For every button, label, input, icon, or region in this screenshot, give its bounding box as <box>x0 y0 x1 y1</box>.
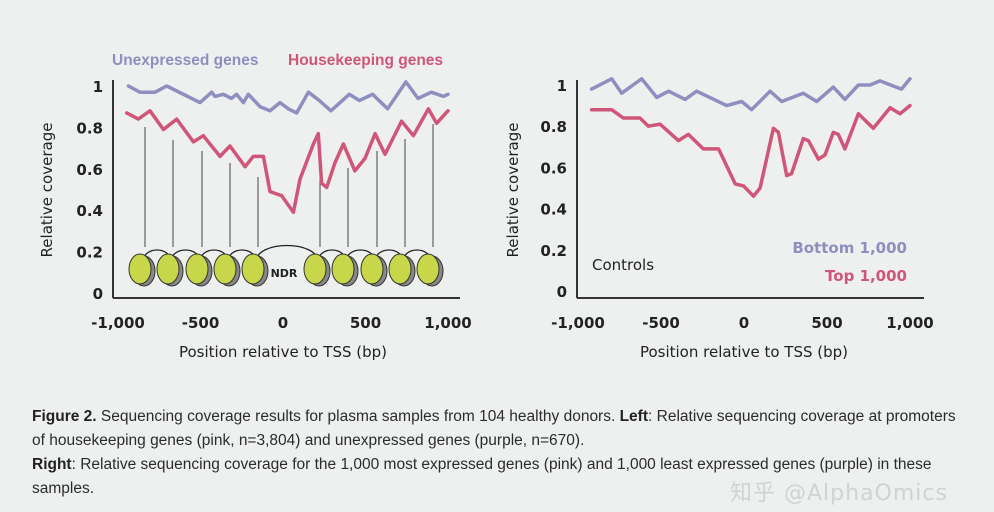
series-line-pink <box>124 107 450 215</box>
controls-label: Controls <box>592 256 654 274</box>
y-tick-label: 0.6 <box>540 159 567 177</box>
nucleosome <box>416 253 440 285</box>
nucleosome <box>128 253 152 285</box>
series-line-purple <box>589 77 912 112</box>
legend-unexpressed-genes: Unexpressed genes <box>112 52 258 69</box>
x-tick-label: 500 <box>350 314 381 332</box>
x-tick-label: 1,000 <box>424 314 471 332</box>
y-axis-label: Relative coverage <box>38 123 56 258</box>
caption-text-2: : Relative sequencing coverage at promot… <box>32 408 956 449</box>
watermark: 知乎 @AlphaOmics <box>730 481 948 506</box>
nucleosome <box>303 253 327 285</box>
nucleosome <box>360 253 384 285</box>
x-axis-label: Position relative to TSS (bp) <box>179 343 387 361</box>
legend-top-1000: Top 1,000 <box>825 267 907 285</box>
x-tick-label: 0 <box>278 314 288 332</box>
ndr-label: NDR <box>271 267 298 280</box>
y-tick-label: 0.8 <box>76 119 103 137</box>
nucleosome <box>156 253 180 285</box>
y-tick-label: 1 <box>557 77 567 95</box>
nucleosome <box>388 253 412 285</box>
figure-charts: 0 0.2 0.4 0.6 0.8 1 -1,000 -500 0 500 1,000 Positio… <box>38 52 934 361</box>
caption-text-3: : Relative sequencing coverage for the 1… <box>32 456 932 497</box>
y-tick-label: 0.8 <box>540 118 567 136</box>
x-tick-label: 500 <box>811 314 842 332</box>
y-tick-label: 0.2 <box>76 244 103 262</box>
caption-text-1: Sequencing coverage results for plasma s… <box>96 408 620 425</box>
y-tick-label: 0.4 <box>540 201 567 219</box>
y-tick-label: 0.6 <box>76 161 103 179</box>
legend-housekeeping-genes: Housekeeping genes <box>288 52 443 69</box>
x-axis-label: Position relative to TSS (bp) <box>640 343 848 361</box>
figure-caption: Figure 2. Sequencing coverage results fo… <box>32 405 972 501</box>
nucleosome <box>331 253 355 285</box>
caption-figure-label: Figure 2. <box>32 408 97 425</box>
nucleosome <box>213 253 237 285</box>
y-tick-label: 0 <box>557 283 567 301</box>
y-axis-label: Relative coverage <box>504 123 522 258</box>
x-tick-label: -500 <box>642 314 680 332</box>
x-tick-label: -500 <box>182 314 220 332</box>
caption-right-label: Right <box>32 456 72 473</box>
x-tick-label: -1,000 <box>91 314 145 332</box>
series-line-purple <box>126 80 450 115</box>
y-tick-label: 0.2 <box>540 242 567 260</box>
nucleosome <box>241 253 265 285</box>
y-tick-label: 0.4 <box>76 202 103 220</box>
nucleosome <box>185 253 209 285</box>
caption-left-label: Left <box>619 408 649 425</box>
legend-bottom-1000: Bottom 1,000 <box>792 239 907 257</box>
y-tick-label: 1 <box>93 78 103 96</box>
x-tick-label: 1,000 <box>886 314 933 332</box>
y-tick-label: 0 <box>93 285 103 303</box>
series-line-pink <box>589 103 912 198</box>
x-tick-label: -1,000 <box>551 314 605 332</box>
x-tick-label: 0 <box>739 314 749 332</box>
